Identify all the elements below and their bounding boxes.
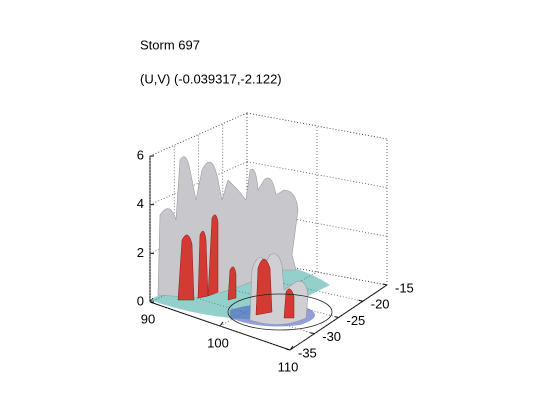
x-tick-label: 100 xyxy=(207,335,229,350)
x-tick-label: 110 xyxy=(278,359,299,374)
y-tick-label: -15 xyxy=(395,280,414,295)
chart-subtitle: (U,V) (-0.039317,-2.122) xyxy=(140,71,282,86)
y-tick-label: -30 xyxy=(322,329,341,344)
storm-outline xyxy=(227,293,333,331)
z-tick-label: 2 xyxy=(137,245,144,260)
red-isosurface xyxy=(177,214,295,319)
z-tick-label: 4 xyxy=(137,196,144,211)
y-tick-label: -35 xyxy=(298,345,317,360)
grid-line xyxy=(149,301,291,351)
grid-line xyxy=(246,112,388,140)
chart-title: Storm 697 xyxy=(140,37,200,52)
z-tick-label: 6 xyxy=(137,147,144,162)
y-tick-label: -20 xyxy=(371,297,390,312)
z-tick-label: 0 xyxy=(137,293,144,308)
y-tick-label: -25 xyxy=(347,313,366,328)
grid-line xyxy=(149,112,248,157)
x-tick-label: 90 xyxy=(141,311,155,326)
surfaces xyxy=(150,156,333,331)
